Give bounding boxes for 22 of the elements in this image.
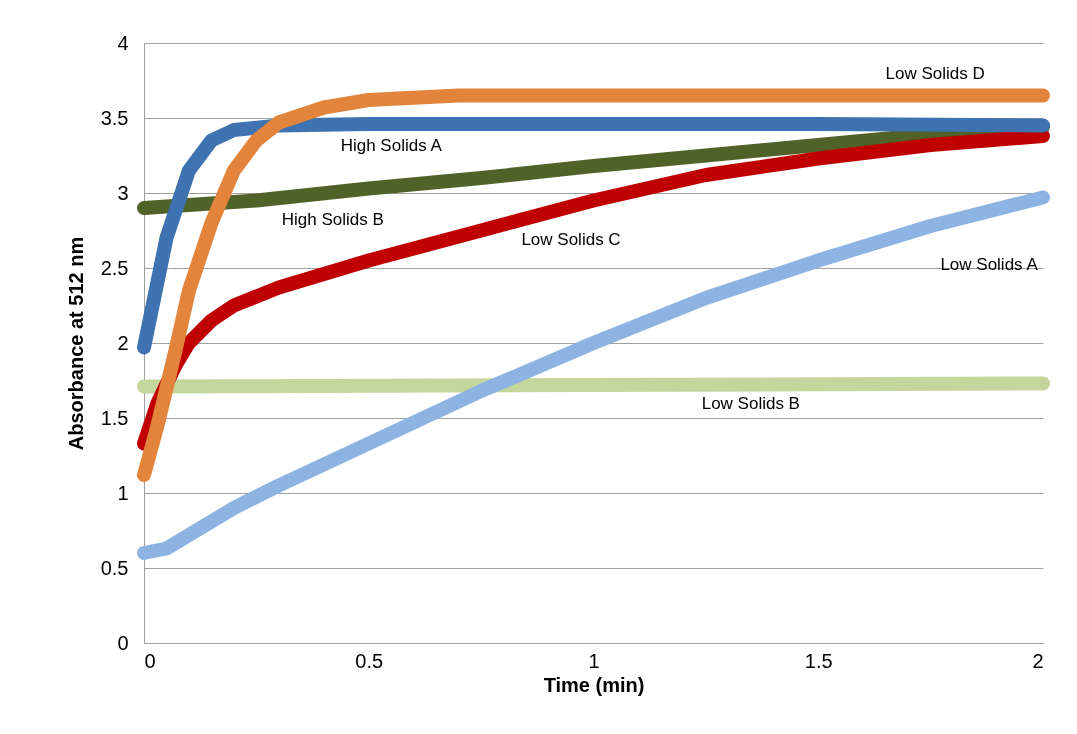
y-tick-label: 1	[117, 481, 129, 504]
x-tick-label: 1.5	[804, 649, 833, 672]
x-tick-label: 1	[588, 649, 600, 672]
y-axis-title: Absorbance at 512 nm	[64, 236, 87, 451]
x-axis-title: Time (min)	[543, 673, 645, 696]
y-tick-label: 3.5	[100, 106, 129, 129]
y-tick-label: 2	[117, 331, 129, 354]
series-label: High Solids B	[281, 210, 384, 230]
y-tick-label: 1.5	[100, 406, 129, 429]
series-label: Low Solids A	[940, 255, 1039, 275]
series-label: Low Solids B	[701, 394, 800, 414]
y-tick-label: 0	[117, 631, 129, 654]
series-label: Low Solids C	[521, 229, 621, 249]
x-tick-label: 0	[144, 649, 156, 672]
y-tick-label: 0.5	[100, 556, 129, 579]
y-tick-label: 3	[117, 181, 129, 204]
series-label: High Solids A	[340, 136, 443, 155]
x-tick-label: 0.5	[355, 649, 384, 672]
x-tick-label: 2	[1032, 649, 1044, 672]
y-tick-label: 4	[117, 31, 129, 54]
y-tick-label: 2.5	[100, 256, 129, 279]
series-label: Low Solids D	[885, 63, 985, 83]
